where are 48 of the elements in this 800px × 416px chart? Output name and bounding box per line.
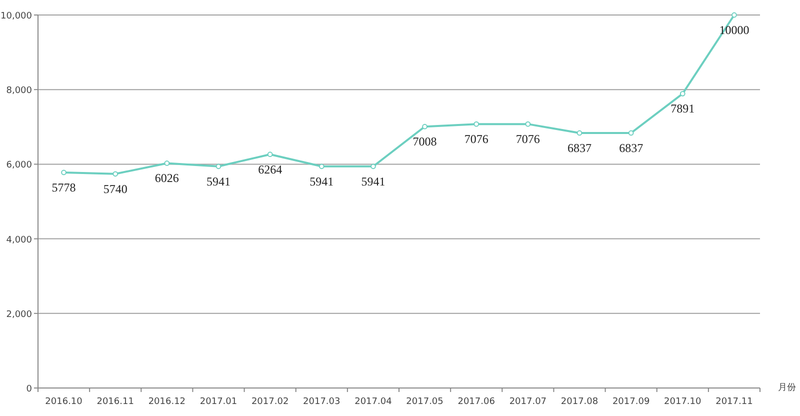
data-label: 6264 <box>258 162 282 176</box>
data-label: 6837 <box>619 140 644 155</box>
x-tick-label: 2017.07 <box>509 397 547 407</box>
data-label: 7076 <box>464 132 488 146</box>
x-tick-label: 2017.11 <box>716 397 753 407</box>
data-label: 7076 <box>516 132 540 146</box>
point <box>61 170 66 176</box>
y-tick-label: 0 <box>26 384 32 394</box>
x-tick-label: 2017.08 <box>560 397 598 407</box>
x-tick-label: 2016.10 <box>45 397 83 407</box>
point <box>474 121 480 127</box>
data-label: 5941 <box>361 174 386 188</box>
y-tick-label: 8,000 <box>6 86 32 96</box>
data-label: 5740 <box>103 182 128 196</box>
x-tick-label: 2017.09 <box>612 397 650 407</box>
point <box>525 121 531 127</box>
y-tick-label: 2,000 <box>6 310 32 320</box>
x-axis-title: 月份 <box>778 382 796 393</box>
x-tick-label: 2016.12 <box>148 397 186 407</box>
data-label: 5941 <box>206 174 230 188</box>
point <box>370 164 376 170</box>
point <box>576 130 582 136</box>
point <box>112 171 118 177</box>
y-tick-label: 6,000 <box>6 160 32 171</box>
point <box>628 130 634 136</box>
data-label: 6837 <box>568 140 592 155</box>
point <box>732 12 737 18</box>
y-tick-label: 4,000 <box>6 235 32 246</box>
data-label: 5941 <box>310 174 334 188</box>
x-tick-label: 2017.02 <box>251 397 289 407</box>
point <box>318 164 324 170</box>
x-tick-label: 2017.01 <box>200 397 238 407</box>
x-tick-label: 2017.06 <box>458 397 496 407</box>
x-tick-label: 2016.11 <box>96 397 134 407</box>
point <box>422 124 428 130</box>
data-label: 5778 <box>52 180 76 194</box>
point <box>216 164 222 170</box>
x-tick-label: 2017.10 <box>664 397 702 407</box>
x-tick-label: 2017.03 <box>303 397 340 407</box>
x-tick-label: 2017.04 <box>354 397 392 407</box>
data-label: 7008 <box>412 134 437 149</box>
y-tick-label: 10,000 <box>0 12 32 22</box>
point <box>680 90 686 96</box>
data-label: 7891 <box>670 102 695 116</box>
point <box>267 152 273 158</box>
x-tick-label: 2017.05 <box>406 397 444 407</box>
point <box>164 160 170 166</box>
data-label: 6026 <box>154 171 179 186</box>
